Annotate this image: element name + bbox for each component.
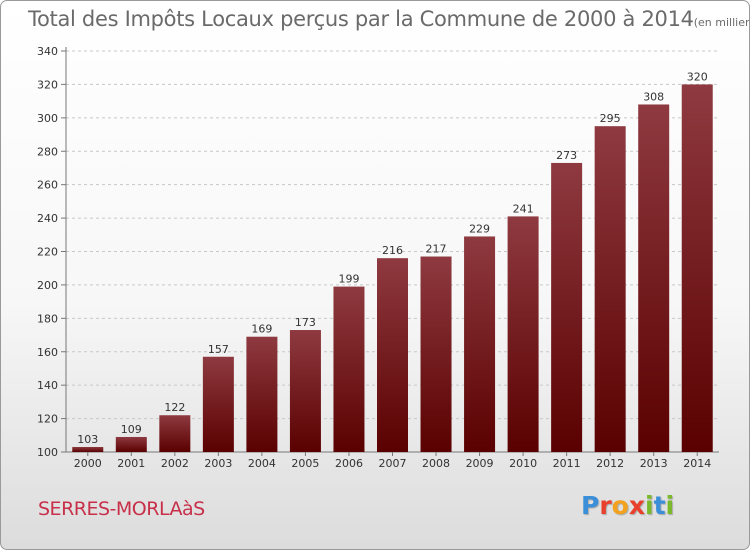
y-tick-label: 300 [37, 112, 58, 125]
x-tick-label: 2005 [291, 457, 319, 470]
bar [420, 256, 452, 452]
data-label: 157 [208, 343, 229, 356]
data-label: 109 [121, 423, 142, 436]
logo-letter: o [611, 491, 629, 520]
x-tick-label: 2006 [335, 457, 363, 470]
bar [115, 436, 147, 452]
bar [638, 104, 670, 452]
title-text: Total des Impôts Locaux perçus par la Co… [28, 7, 694, 31]
commune-name: SERRES-MORLAàS [38, 498, 205, 520]
logo-letter: t [653, 491, 666, 520]
y-tick-label: 140 [37, 379, 58, 392]
logo-letter: i [645, 491, 654, 520]
x-tick-label: 2010 [509, 457, 537, 470]
bar [333, 286, 365, 452]
y-tick-label: 280 [37, 145, 58, 158]
y-tick-label: 100 [37, 446, 58, 459]
data-label: 122 [164, 401, 185, 414]
bars [72, 84, 713, 453]
bar [72, 446, 104, 452]
logo-letter: i [665, 491, 675, 520]
y-tick-label: 220 [37, 246, 58, 259]
bar [246, 336, 278, 452]
bar [159, 415, 191, 452]
y-tick-label: 240 [37, 212, 58, 225]
y-tick-label: 340 [37, 45, 58, 58]
bar [507, 216, 539, 452]
x-tick-label: 2009 [466, 457, 494, 470]
data-label: 241 [513, 202, 534, 215]
bar [594, 126, 626, 452]
bar [289, 330, 321, 452]
y-tick-label: 180 [37, 312, 58, 325]
x-tick-label: 2007 [379, 457, 407, 470]
data-label: 217 [426, 243, 447, 256]
data-label: 320 [687, 70, 708, 83]
x-tick-label: 2013 [640, 457, 668, 470]
proxiti-logo: Proxiti [581, 491, 674, 520]
data-label: 173 [295, 316, 316, 329]
bar [377, 258, 408, 452]
logo-letter: r [599, 491, 612, 520]
data-label: 308 [643, 90, 664, 103]
data-label: 199 [338, 273, 359, 286]
x-tick-label: 2001 [117, 457, 145, 470]
x-tick-label: 2012 [596, 457, 624, 470]
x-tick-label: 2008 [422, 457, 450, 470]
bar [202, 356, 234, 452]
x-tick-label: 2004 [248, 457, 276, 470]
y-tick-label: 200 [37, 279, 58, 292]
data-label: 229 [469, 222, 490, 235]
data-label: 169 [251, 323, 272, 336]
x-tick-label: 2003 [204, 457, 232, 470]
bar [551, 162, 583, 452]
chart-title: Total des Impôts Locaux perçus par la Co… [28, 7, 750, 31]
data-label: 295 [600, 112, 621, 125]
x-tick-label: 2011 [553, 457, 581, 470]
data-label: 273 [556, 149, 577, 162]
data-label: 216 [382, 244, 403, 257]
y-tick-label: 320 [37, 78, 58, 91]
logo-letter: P [581, 491, 600, 520]
data-label: 103 [77, 433, 98, 446]
value-labels: 103 109 122 157 169 173 199 216 217 229 241 273 295 3… [77, 70, 707, 446]
y-tick-label: 120 [37, 413, 58, 426]
bar [681, 84, 713, 453]
x-tick-label: 2014 [683, 457, 711, 470]
title-unit: (en milliers d'€) [693, 16, 750, 29]
x-tick-label: 2000 [74, 457, 102, 470]
y-tick-label: 260 [37, 179, 58, 192]
y-tick-label: 160 [37, 346, 58, 359]
bar [464, 236, 496, 452]
x-tick-label: 2002 [161, 457, 189, 470]
logo-letter: x [628, 491, 645, 520]
